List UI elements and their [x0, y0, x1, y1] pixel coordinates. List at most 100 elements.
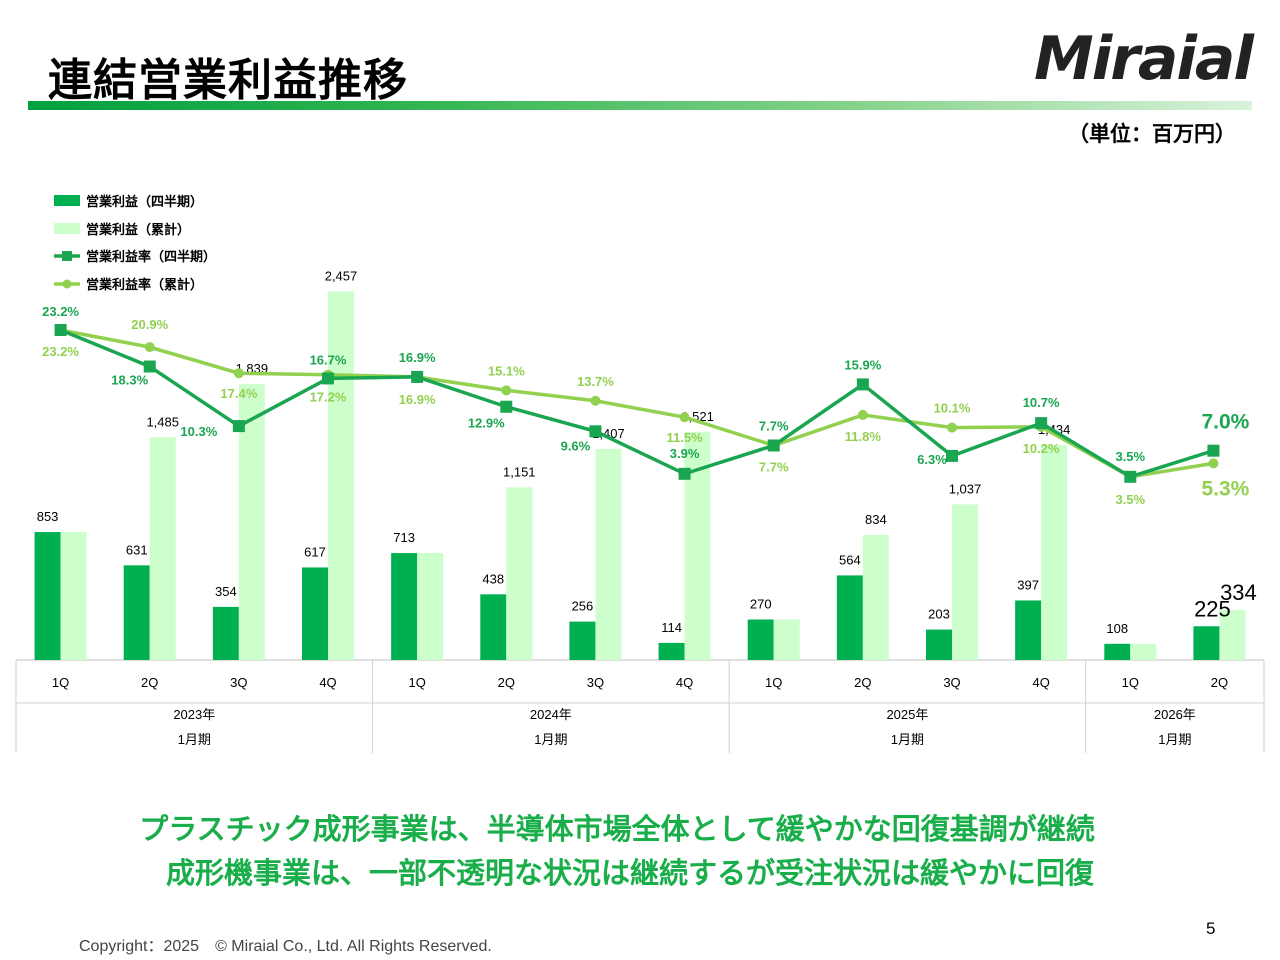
- bar-quarterly: [480, 594, 507, 660]
- bar-quarterly: [569, 621, 596, 660]
- bar-cumulative: [1130, 643, 1157, 660]
- copyright: Copyright：2025 © Miraial Co., Ltd. All R…: [79, 938, 492, 955]
- rate-label-quarterly: 16.7%: [310, 352, 347, 367]
- marker-cumulative-rate: [144, 342, 155, 353]
- rate-label-cumulative: 15.1%: [488, 363, 525, 378]
- marker-quarterly-rate: [411, 370, 424, 383]
- rate-label-quarterly: 23.2%: [42, 304, 79, 319]
- data-label-quarterly: 203: [928, 607, 950, 622]
- page-number: 5: [1206, 919, 1216, 938]
- marker-cumulative-rate: [233, 368, 244, 379]
- operating-profit-chart: 8531Q6311,4852Q3541,8393Q6172,4574Q7131Q…: [15, 194, 1265, 753]
- marker-quarterly-rate: [1207, 444, 1220, 457]
- x-tick-label: 3Q: [230, 675, 247, 690]
- rate-label-quarterly: 3.5%: [1115, 449, 1145, 464]
- data-label-quarterly: 397: [1017, 577, 1039, 592]
- x-tick-label: 4Q: [319, 675, 336, 690]
- group-period-label: 1月期: [1158, 732, 1191, 747]
- legend-label: 営業利益（累計）: [86, 222, 190, 237]
- legend-marker: [62, 279, 72, 289]
- legend-swatch: [54, 223, 80, 234]
- bar-cumulative: [60, 532, 87, 660]
- x-tick-label: 1Q: [408, 675, 425, 690]
- group-year-label: 2025年: [886, 707, 928, 722]
- bar-cumulative: [773, 619, 800, 660]
- data-label-quarterly: 114: [661, 620, 682, 635]
- bar-cumulative: [328, 291, 354, 660]
- group-period-label: 1月期: [534, 732, 567, 747]
- marker-quarterly-rate: [232, 420, 245, 433]
- rate-label-quarterly: 12.9%: [468, 416, 505, 431]
- data-label-cumulative: 1,037: [949, 481, 982, 496]
- line-quarterly-rate: [59, 328, 1214, 479]
- marker-cumulative-rate: [857, 409, 868, 420]
- company-logo: Miraial: [1034, 24, 1254, 94]
- rate-label-cumulative: 11.5%: [666, 430, 703, 445]
- page-title: 連結営業利益推移: [48, 55, 408, 106]
- data-label-cumulative: 1,485: [146, 414, 179, 429]
- data-label-cumulative: 834: [865, 512, 887, 527]
- rate-label-cumulative: 23.2%: [42, 344, 79, 359]
- data-label-quarterly: 108: [1106, 621, 1128, 636]
- bar-cumulative: [149, 437, 176, 660]
- legend-marker: [62, 251, 72, 261]
- rate-label-quarterly: 10.3%: [180, 424, 217, 439]
- marker-quarterly-rate: [1035, 417, 1048, 430]
- bar-quarterly: [926, 629, 952, 660]
- x-tick-label: 4Q: [676, 675, 693, 690]
- x-tick-label: 3Q: [587, 675, 604, 690]
- bar-cumulative: [952, 504, 978, 660]
- data-label-quarterly: 853: [37, 509, 59, 524]
- data-label-cumulative: 2,457: [325, 268, 358, 283]
- legend-label: 営業利益率（四半期）: [86, 249, 216, 264]
- rate-label-quarterly: 9.6%: [561, 438, 591, 453]
- x-tick-label: 1Q: [765, 675, 782, 690]
- bar-cumulative: [862, 534, 889, 660]
- rate-label-quarterly: 10.7%: [1023, 395, 1060, 410]
- rate-label-cumulative: 3.5%: [1115, 492, 1145, 507]
- rate-label-cumulative: 16.9%: [399, 392, 436, 407]
- marker-quarterly-rate: [54, 324, 67, 336]
- marker-cumulative-rate: [590, 395, 601, 406]
- data-label-quarterly: 354: [215, 584, 237, 599]
- bar-cumulative: [1219, 609, 1246, 660]
- x-tick-label: 2Q: [1211, 675, 1228, 690]
- message-line-2: 成形機事業は、一部不透明な状況は継続するが受注状況は緩やかに回復: [165, 856, 1094, 890]
- bar-quarterly: [836, 575, 863, 660]
- rate-label-cumulative: 7.7%: [759, 459, 789, 474]
- bar-cumulative: [595, 448, 622, 660]
- rate-label-cumulative: 10.2%: [1023, 441, 1060, 456]
- rate-label-quarterly: 7.7%: [759, 418, 789, 433]
- rate-label-cumulative: 5.3%: [1201, 477, 1249, 500]
- x-tick-label: 2Q: [141, 675, 158, 690]
- bar-quarterly: [391, 553, 418, 660]
- legend-swatch: [54, 195, 80, 206]
- data-label-quarterly: 225: [1194, 596, 1231, 621]
- marker-quarterly-rate: [143, 360, 156, 373]
- bar-cumulative: [1041, 444, 1068, 660]
- group-year-label: 2023年: [173, 707, 215, 722]
- data-label-quarterly: 564: [839, 552, 861, 567]
- bar-cumulative: [506, 487, 533, 660]
- x-tick-label: 3Q: [943, 675, 960, 690]
- data-label-quarterly: 270: [750, 597, 772, 612]
- bar-quarterly: [1015, 600, 1042, 660]
- data-label-quarterly: 631: [126, 542, 148, 557]
- bar-quarterly: [34, 532, 61, 660]
- rate-label-quarterly: 7.0%: [1201, 411, 1249, 434]
- marker-quarterly-rate: [678, 467, 691, 480]
- bar-quarterly: [302, 567, 328, 660]
- x-tick-label: 1Q: [52, 675, 69, 690]
- title-underline: [28, 101, 1252, 110]
- message-line-1: プラスチック成形事業は、半導体市場全体として緩やかな回復基調が継続: [139, 812, 1095, 846]
- data-label-quarterly: 256: [572, 599, 594, 614]
- group-period-label: 1月期: [178, 732, 211, 747]
- data-label-quarterly: 713: [393, 530, 415, 545]
- data-label-quarterly: 617: [304, 544, 326, 559]
- bar-quarterly: [658, 642, 685, 660]
- bar-quarterly: [1104, 643, 1131, 660]
- rate-label-cumulative: 10.1%: [934, 401, 971, 416]
- bar-quarterly: [747, 619, 774, 660]
- group-period-label: 1月期: [891, 732, 924, 747]
- rate-label-cumulative: 20.9%: [131, 317, 168, 332]
